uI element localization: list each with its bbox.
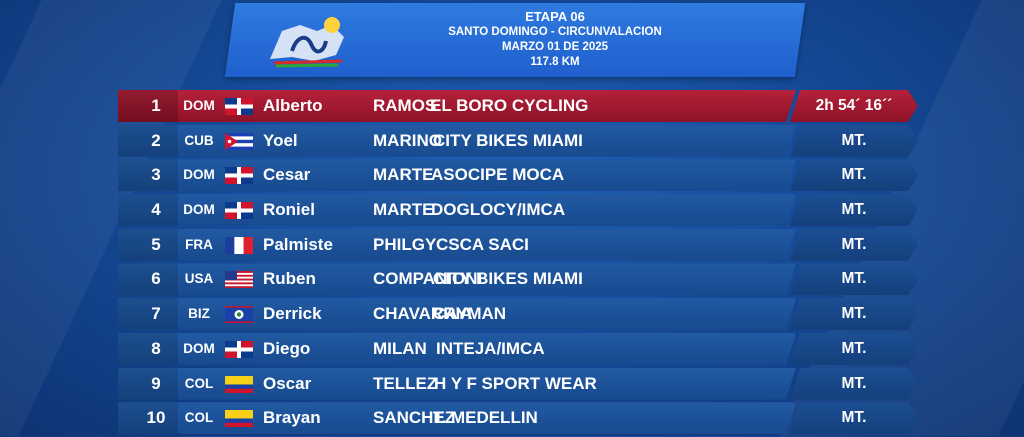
team-name: INTEJA/IMCA	[436, 338, 545, 358]
rider-last-name: RAMOS	[373, 96, 437, 115]
team-name: DOGLOCY/IMCA	[431, 200, 566, 220]
col-flag-icon	[225, 376, 253, 393]
time-background	[790, 298, 918, 330]
country-code: FRA	[185, 236, 213, 252]
position: 1	[151, 96, 161, 115]
rider-first-name: Roniel	[263, 200, 315, 220]
country-code: COL	[184, 375, 214, 391]
results-table: 1 DOM Alberto RAMOS EL BORO CYCLING 2h 54´ 16…	[118, 90, 918, 437]
result-row: 10 COL Brayan SANCHEZ T. MEDELLIN MT.	[118, 402, 918, 434]
rider-last-name: PHILGY	[373, 234, 437, 254]
dom-flag-icon	[225, 167, 253, 184]
finish-time: MT.	[841, 374, 867, 392]
team-name: CITY BIKES MIAMI	[433, 130, 583, 150]
result-row: 4 DOM Roniel MARTE DOGLOCY/IMCA MT.	[118, 194, 918, 226]
time-background	[790, 368, 918, 400]
result-row: 3 DOM Cesar MARTE ASOCIPE MOCA MT.	[118, 159, 918, 191]
finish-time: MT.	[841, 201, 867, 219]
stage-header: ETAPA 06 SANTO DOMINGO - CIRCUNVALACION …	[224, 3, 806, 77]
result-row: 2 CUB Yoel MARINO CITY BIKES MIAMI MT.	[118, 125, 918, 157]
rider-first-name: Brayan	[263, 408, 321, 428]
time-background	[790, 159, 918, 191]
position: 5	[151, 234, 161, 254]
rider-first-name: Ruben	[263, 269, 316, 289]
dom-flag-icon	[225, 202, 253, 219]
rider-last-name: TELLEZ	[373, 373, 438, 393]
country-code: USA	[184, 271, 214, 287]
rider-first-name: Cesar	[263, 165, 311, 185]
rider-last-name: COMPANIONI	[373, 269, 483, 289]
country-code: DOM	[183, 167, 215, 183]
rider-first-name: Derrick	[263, 304, 322, 324]
rider-first-name: Diego	[263, 338, 311, 358]
time-background	[790, 402, 918, 434]
time-background	[790, 194, 918, 226]
fra-flag-icon	[225, 237, 253, 254]
position: 10	[146, 408, 166, 428]
team-name: CITY BIKES MIAMI	[433, 269, 583, 289]
result-row: 6 USA Ruben COMPANIONI CITY BIKES MIAMI MT.	[118, 263, 918, 295]
biz-flag-icon	[225, 306, 253, 323]
row-background	[118, 125, 796, 157]
finish-time: MT.	[841, 166, 867, 184]
stage-date: MARZO 01 DE 2025	[501, 41, 609, 53]
time-background	[790, 229, 918, 261]
result-row: 1 DOM Alberto RAMOS EL BORO CYCLING 2h 54´ 16…	[118, 90, 918, 122]
rider-first-name: Alberto	[263, 96, 323, 115]
country-code: DOM	[183, 202, 215, 218]
time-background	[790, 263, 918, 295]
country-code: DOM	[183, 98, 215, 113]
rider-first-name: Oscar	[263, 373, 312, 393]
row-background	[118, 159, 796, 191]
finish-time: MT.	[841, 339, 867, 357]
rider-first-name: Yoel	[263, 130, 298, 150]
result-row: 8 DOM Diego MILAN INTEJA/IMCA MT.	[118, 333, 918, 365]
finish-time: 2h 54´ 16´´	[815, 97, 893, 114]
stage-title: ETAPA 06	[525, 9, 585, 24]
result-row: 7 BIZ Derrick CHAVARRIA CAYMAN MT.	[118, 298, 918, 330]
cub-flag-icon	[225, 133, 253, 150]
position: 3	[151, 165, 161, 185]
team-name: T. MEDELLIN	[433, 408, 538, 428]
rider-last-name: MARTE	[373, 165, 434, 185]
usa-flag-icon	[225, 271, 253, 288]
country-code: DOM	[183, 340, 215, 356]
stage-distance: 117.8 KM	[530, 56, 580, 68]
rider-last-name: MARINO	[373, 130, 442, 150]
dom-flag-icon	[225, 98, 253, 115]
position: 9	[151, 373, 161, 393]
rider-last-name: MILAN	[373, 338, 427, 358]
time-background	[790, 333, 918, 365]
country-code: CUB	[184, 132, 214, 148]
result-row: 9 COL Oscar TELLEZ H Y F SPORT WEAR MT.	[118, 368, 918, 400]
team-name: ASOCIPE MOCA	[431, 165, 565, 185]
rider-last-name: CHAVARRIA	[373, 304, 473, 324]
rider-last-name: MARTE	[373, 200, 434, 220]
tour-logo-icon	[270, 17, 344, 68]
finish-time: MT.	[841, 235, 867, 253]
position: 2	[151, 130, 161, 150]
position: 8	[151, 338, 161, 358]
team-name: CAYMAN	[433, 304, 507, 324]
country-code: BIZ	[188, 306, 210, 322]
time-background	[790, 125, 918, 157]
finish-time: MT.	[841, 270, 867, 288]
position: 6	[151, 269, 161, 289]
finish-time: MT.	[841, 305, 867, 323]
finish-time: MT.	[841, 409, 867, 427]
position: 7	[151, 304, 161, 324]
stage-route: SANTO DOMINGO - CIRCUNVALACION	[448, 26, 662, 38]
country-code: COL	[184, 410, 214, 426]
team-name: EL BORO CYCLING	[430, 96, 589, 115]
dom-flag-icon	[225, 341, 253, 358]
position: 4	[151, 200, 161, 220]
time-background	[790, 90, 918, 122]
finish-time: MT.	[841, 131, 867, 149]
rider-first-name: Palmiste	[263, 234, 333, 254]
col-flag-icon	[225, 410, 253, 427]
team-name: CSCA SACI	[436, 234, 529, 254]
team-name: H Y F SPORT WEAR	[434, 373, 597, 393]
rider-last-name: SANCHEZ	[373, 408, 456, 428]
result-row: 5 FRA Palmiste PHILGY CSCA SACI MT.	[118, 229, 918, 261]
